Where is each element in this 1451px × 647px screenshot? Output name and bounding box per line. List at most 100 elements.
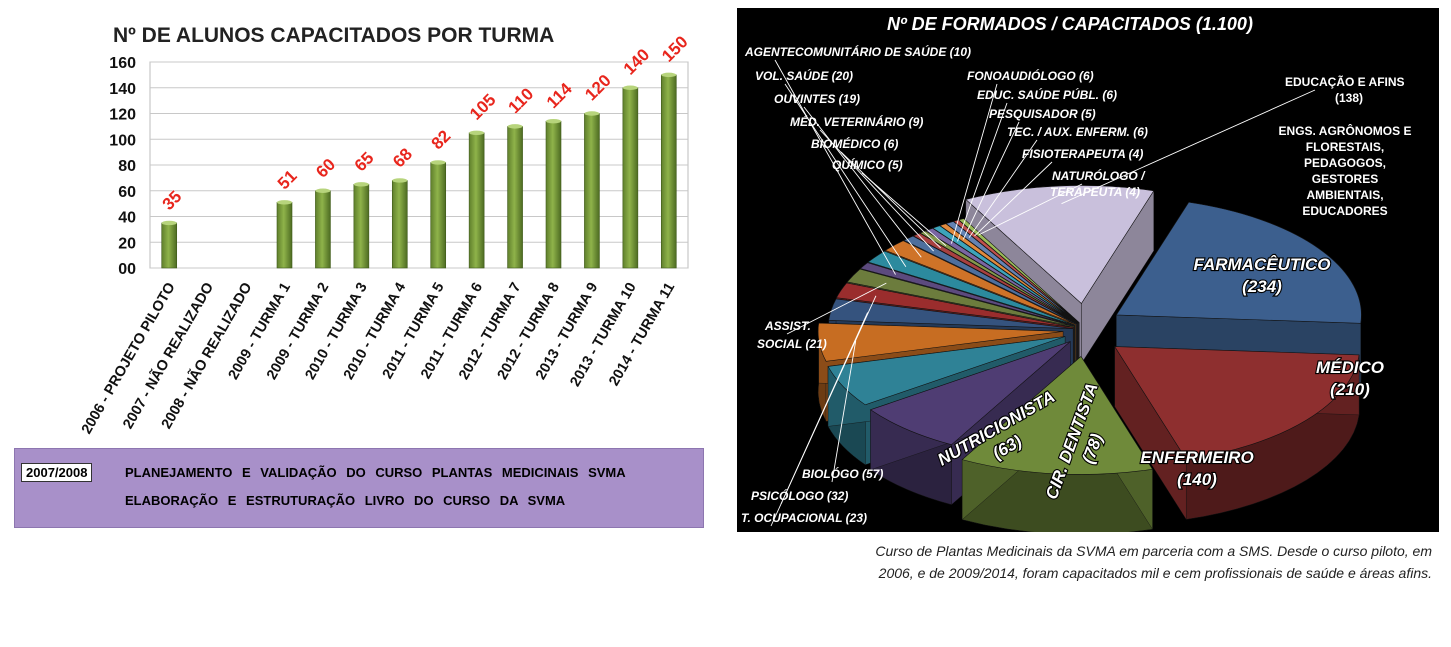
pie-slice bbox=[965, 185, 1155, 304]
pie-chart-title: Nº DE FORMADOS / CAPACITADOS (1.100) bbox=[887, 14, 1253, 34]
bar-cap bbox=[277, 200, 292, 205]
pie-leader-line bbox=[786, 282, 887, 335]
bar bbox=[622, 87, 639, 269]
pie-callout-label: BIOLÓGO (57) bbox=[802, 466, 883, 481]
pie-education-note: EDUCADORES bbox=[1302, 204, 1387, 218]
bar bbox=[584, 113, 600, 269]
pie-slice bbox=[867, 250, 1076, 326]
pie-slice bbox=[1115, 201, 1362, 324]
bar-cap bbox=[392, 178, 408, 183]
bar-chart-title: Nº DE ALUNOS CAPACITADOS POR TURMA bbox=[113, 24, 554, 47]
bar bbox=[391, 180, 408, 269]
y-tick-label: 40 bbox=[118, 210, 136, 227]
pie-slice bbox=[903, 235, 1077, 325]
pie-slice bbox=[828, 298, 1074, 329]
pie-slice bbox=[945, 221, 1079, 324]
figure-caption: Curso de Plantas Medicinais da SVMA em p… bbox=[742, 540, 1432, 584]
planning-note-box: 2007/2008 PLANEJAMENTO E VALIDAÇÃO DO CU… bbox=[14, 448, 704, 528]
pie-slice bbox=[836, 282, 1074, 328]
pie-callout-label: FISIOTERAPEUTA (4) bbox=[1022, 147, 1143, 161]
pie-slice bbox=[1114, 346, 1360, 460]
bar-cap bbox=[584, 111, 600, 116]
pie-callout-label: VOL. SAÚDE (20) bbox=[755, 68, 853, 83]
note-line-book: ELABORAÇÃO E ESTRUTURAÇÃO LIVRO DO CURSO… bbox=[125, 493, 566, 508]
pie-callout-label: TEC. / AUX. ENFERM. (6) bbox=[1007, 125, 1148, 139]
pie-leader-line bbox=[861, 172, 947, 247]
pie-education-note: GESTORES bbox=[1312, 172, 1378, 186]
y-tick-label: 20 bbox=[118, 235, 136, 252]
pie-leader-line bbox=[962, 121, 1020, 240]
data-label: 150 bbox=[658, 32, 691, 65]
pie-big-label: MÉDICO bbox=[1316, 358, 1384, 377]
pie-callout-label: NATURÓLOGO / bbox=[1052, 168, 1146, 183]
y-tick-label: 160 bbox=[109, 55, 136, 72]
pie-leader-line bbox=[957, 102, 1008, 242]
bar bbox=[276, 202, 293, 269]
pie-education-note: AMBIENTAIS, bbox=[1306, 188, 1383, 202]
bar bbox=[353, 184, 370, 269]
bar-cap bbox=[161, 220, 177, 226]
pie-slice bbox=[846, 268, 1075, 327]
pie-leader-line bbox=[819, 129, 934, 252]
bar-cap bbox=[469, 130, 485, 136]
bar bbox=[430, 162, 447, 269]
pie-callout-label: EDUC. SAÚDE PÚBL. (6) bbox=[977, 87, 1117, 102]
pie-callout-label: EDUCAÇÃO E AFINS bbox=[1285, 74, 1405, 89]
pie-callout-label: PSICÓLOGO (32) bbox=[751, 488, 848, 503]
pie-leader-line bbox=[831, 340, 857, 483]
pie-callout-label: QUÍMICO (5) bbox=[832, 157, 903, 172]
bar-cap bbox=[315, 188, 331, 193]
pie-leader-line bbox=[974, 161, 1053, 237]
bar bbox=[161, 222, 178, 269]
pie-slice bbox=[884, 240, 1077, 325]
pie-leader-line bbox=[774, 59, 896, 275]
pie-callout-label: OUVINTES (19) bbox=[774, 92, 860, 106]
bar-cap bbox=[546, 119, 561, 124]
pie-slice bbox=[912, 232, 1078, 324]
pie-slice bbox=[869, 341, 1071, 445]
bar-chart-panel: Nº DE ALUNOS CAPACITADOS POR TURMA 00 20 40… bbox=[0, 0, 730, 540]
pie-callout-label: ASSIST. bbox=[764, 319, 811, 333]
bar-cap bbox=[507, 124, 523, 129]
pie-callout-label: (138) bbox=[1335, 91, 1363, 105]
pie-big-value: (210) bbox=[1330, 380, 1370, 399]
pie-leader-line bbox=[770, 295, 877, 527]
y-tick-label: 00 bbox=[118, 261, 136, 278]
pie-slice bbox=[932, 225, 1079, 324]
pie-callout-label: AGENTECOMUNITÁRIO DE SAÚDE (10) bbox=[744, 44, 971, 59]
pie-leader-line bbox=[950, 83, 998, 244]
note-line-planning: PLANEJAMENTO E VALIDAÇÃO DO CURSO PLANTA… bbox=[125, 465, 626, 480]
pie-slice bbox=[859, 262, 1075, 327]
pie-leader-line bbox=[1061, 89, 1316, 205]
pie-callout-label: FONOAUDIÓLOGO (6) bbox=[967, 68, 1094, 83]
pie-leader-line bbox=[978, 183, 1083, 236]
pie-callout-label: PESQUISADOR (5) bbox=[989, 107, 1096, 121]
bar-chart: Nº DE ALUNOS CAPACITADOS POR TURMA 00 20 40… bbox=[79, 24, 692, 437]
bar bbox=[660, 74, 677, 269]
bar bbox=[507, 126, 523, 269]
y-tick-label: 60 bbox=[118, 184, 136, 201]
pie-slice bbox=[961, 355, 1154, 475]
pie-chart-panel: Nº DE FORMADOS / CAPACITADOS (1.100) FARM… bbox=[737, 8, 1439, 532]
pie-leader-line bbox=[840, 151, 941, 249]
pie-callout-label: TERAPEUTA (4) bbox=[1050, 185, 1140, 199]
pie-education-note: FLORESTAIS, bbox=[1306, 140, 1384, 154]
pie-education-note: PEDAGOGOS, bbox=[1304, 156, 1386, 170]
bar bbox=[545, 120, 562, 269]
pie-education-note: ENGS. AGRÔNOMOS E bbox=[1279, 123, 1412, 138]
pie-leader-line bbox=[968, 139, 1038, 238]
caption-line-1: Curso de Plantas Medicinais da SVMA em p… bbox=[875, 543, 1432, 559]
pie-big-value: (234) bbox=[1242, 277, 1282, 296]
pie-callout-label: SOCIAL (21) bbox=[757, 337, 827, 351]
y-tick-label: 100 bbox=[109, 132, 136, 149]
pie-leader-line bbox=[803, 106, 922, 258]
pie-big-value: (140) bbox=[1177, 470, 1217, 489]
y-tick-label: 80 bbox=[118, 158, 136, 175]
bar bbox=[315, 190, 331, 269]
bar-cap bbox=[353, 182, 369, 187]
bar-cap bbox=[430, 160, 446, 165]
pie-callout-label: T. OCUPACIONAL (23) bbox=[741, 511, 867, 525]
bar-cap bbox=[622, 85, 638, 90]
pie-big-label: ENFERMEIRO bbox=[1140, 448, 1253, 467]
note-year: 2007/2008 bbox=[21, 463, 93, 482]
